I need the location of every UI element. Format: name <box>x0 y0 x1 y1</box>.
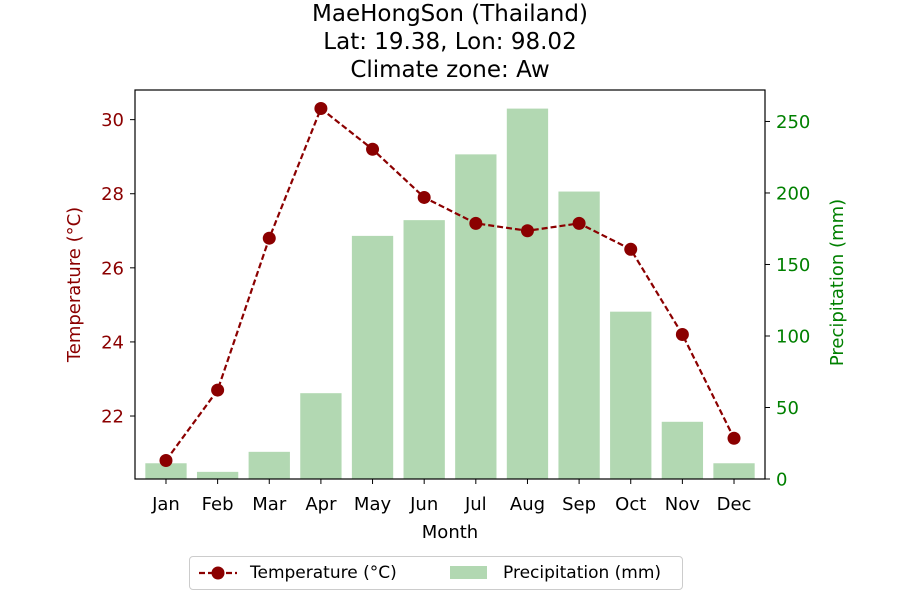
y-left-tick-label-30: 30 <box>101 110 124 131</box>
legend-temperature-label: Temperature (°C) <box>250 563 397 583</box>
legend-temperature-marker-swatch <box>211 566 225 580</box>
precipitation-bar-jul <box>455 154 497 479</box>
legend-precipitation-swatch <box>450 566 487 579</box>
precipitation-bar-oct <box>610 311 652 479</box>
plot-frame <box>134 89 766 480</box>
y-right-tick-label-250: 250 <box>776 112 810 133</box>
y-left-tick-label-24: 24 <box>101 332 124 353</box>
y-right-tick-label-0: 0 <box>776 470 787 491</box>
temperature-point-aug <box>520 224 534 238</box>
precipitation-bar-jan <box>145 463 187 479</box>
precipitation-bar-sep <box>558 191 600 479</box>
x-tick-label-dec: Dec <box>717 494 752 515</box>
temperature-point-nov <box>675 328 689 342</box>
y-left-tick-label-28: 28 <box>101 184 124 205</box>
legend-swatches <box>199 566 487 580</box>
y-right-tick-label-100: 100 <box>776 326 810 347</box>
temperature-point-mar <box>262 231 276 245</box>
temperature-point-dec <box>727 431 741 445</box>
temperature-series-line <box>165 106 736 462</box>
y-left-tick-label-26: 26 <box>101 258 124 279</box>
precipitation-bar-mar <box>248 451 290 479</box>
precipitation-bar-jun <box>403 220 445 480</box>
temperature-point-jan <box>159 453 173 467</box>
temperature-point-may <box>366 142 380 156</box>
y-right-axis-label: Precipitation (mm) <box>827 199 848 366</box>
x-tick-label-jan: Jan <box>151 494 180 515</box>
y-left-axis-label: Temperature (°C) <box>64 207 85 363</box>
x-tick-label-apr: Apr <box>305 494 337 515</box>
precipitation-bar-apr <box>300 393 342 479</box>
chart-title-line-2: Lat: 19.38, Lon: 98.02 <box>323 29 577 55</box>
x-tick-label-may: May <box>354 494 392 515</box>
legend: Temperature (°C) Precipitation (mm) <box>189 556 683 590</box>
temperature-point-jul <box>469 216 483 230</box>
precipitation-bar-may <box>351 235 394 479</box>
precipitation-bar-feb <box>196 471 239 479</box>
y-right-tick-label-150: 150 <box>776 255 810 276</box>
temperature-point-jun <box>417 190 431 204</box>
chart-title-line-1: MaeHongSon (Thailand) <box>312 1 588 27</box>
y-right-tick-label-200: 200 <box>776 183 810 204</box>
precipitation-bar-aug <box>506 108 549 479</box>
temperature-line <box>159 102 741 467</box>
x-tick-label-jul: Jul <box>464 494 487 515</box>
x-tick-label-jun: Jun <box>409 494 438 515</box>
legend-precipitation-label: Precipitation (mm) <box>503 563 662 583</box>
x-axis-label: Month <box>422 522 478 543</box>
precipitation-bars <box>145 108 755 480</box>
y-right-tick-label-50: 50 <box>776 398 799 419</box>
temperature-point-feb <box>211 383 225 397</box>
temperature-point-sep <box>572 216 586 230</box>
y-left-tick-label-22: 22 <box>101 407 124 428</box>
x-tick-label-mar: Mar <box>252 494 287 515</box>
x-tick-label-feb: Feb <box>202 494 234 515</box>
x-tick-label-nov: Nov <box>665 494 700 515</box>
precipitation-bar-nov <box>661 421 704 479</box>
axes: Jan Feb Mar Apr May Jun Jul Aug Sep Oct Nov Dec Mont… <box>64 89 848 543</box>
chart-title-line-3: Climate zone: Aw <box>350 57 550 83</box>
temperature-point-oct <box>624 242 638 256</box>
x-tick-label-sep: Sep <box>562 494 596 515</box>
precipitation-bar-dec <box>713 463 755 479</box>
x-tick-label-aug: Aug <box>510 494 545 515</box>
temperature-point-apr <box>314 102 328 116</box>
x-tick-label-oct: Oct <box>615 494 646 515</box>
